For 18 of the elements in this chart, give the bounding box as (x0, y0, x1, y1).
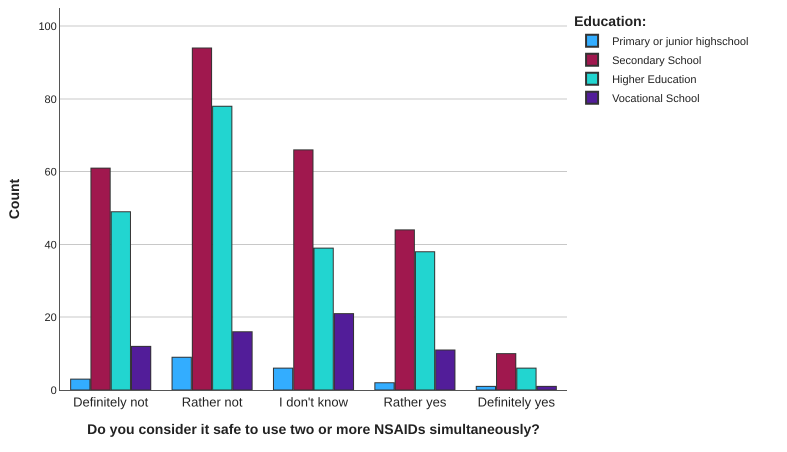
y-tick-label: 100 (38, 21, 57, 34)
y-tick-label: 40 (44, 239, 57, 252)
y-tick-label: 20 (44, 312, 57, 324)
x-axis-title: Do you consider it safe to use two or more NSAIDs simultaneously? (87, 420, 540, 437)
y-tick-label: 60 (44, 166, 57, 179)
x-tick-label: Definitely not (73, 394, 149, 410)
x-tick-label: I don't know (279, 394, 349, 410)
y-tick-label: 80 (44, 94, 57, 106)
legend-label: Higher Education (612, 74, 696, 86)
legend-title: Education: (574, 13, 646, 30)
x-tick-label: Definitely yes (478, 394, 556, 410)
x-tick-label: Rather yes (383, 394, 447, 410)
legend-label: Primary or junior highschool (612, 36, 748, 48)
y-tick-label: 0 (50, 384, 57, 397)
legend-label: Vocational School (612, 92, 700, 105)
x-tick-label: Rather not (182, 394, 243, 410)
y-axis-title: Count (6, 178, 22, 220)
legend-label: Secondary School (612, 54, 702, 67)
